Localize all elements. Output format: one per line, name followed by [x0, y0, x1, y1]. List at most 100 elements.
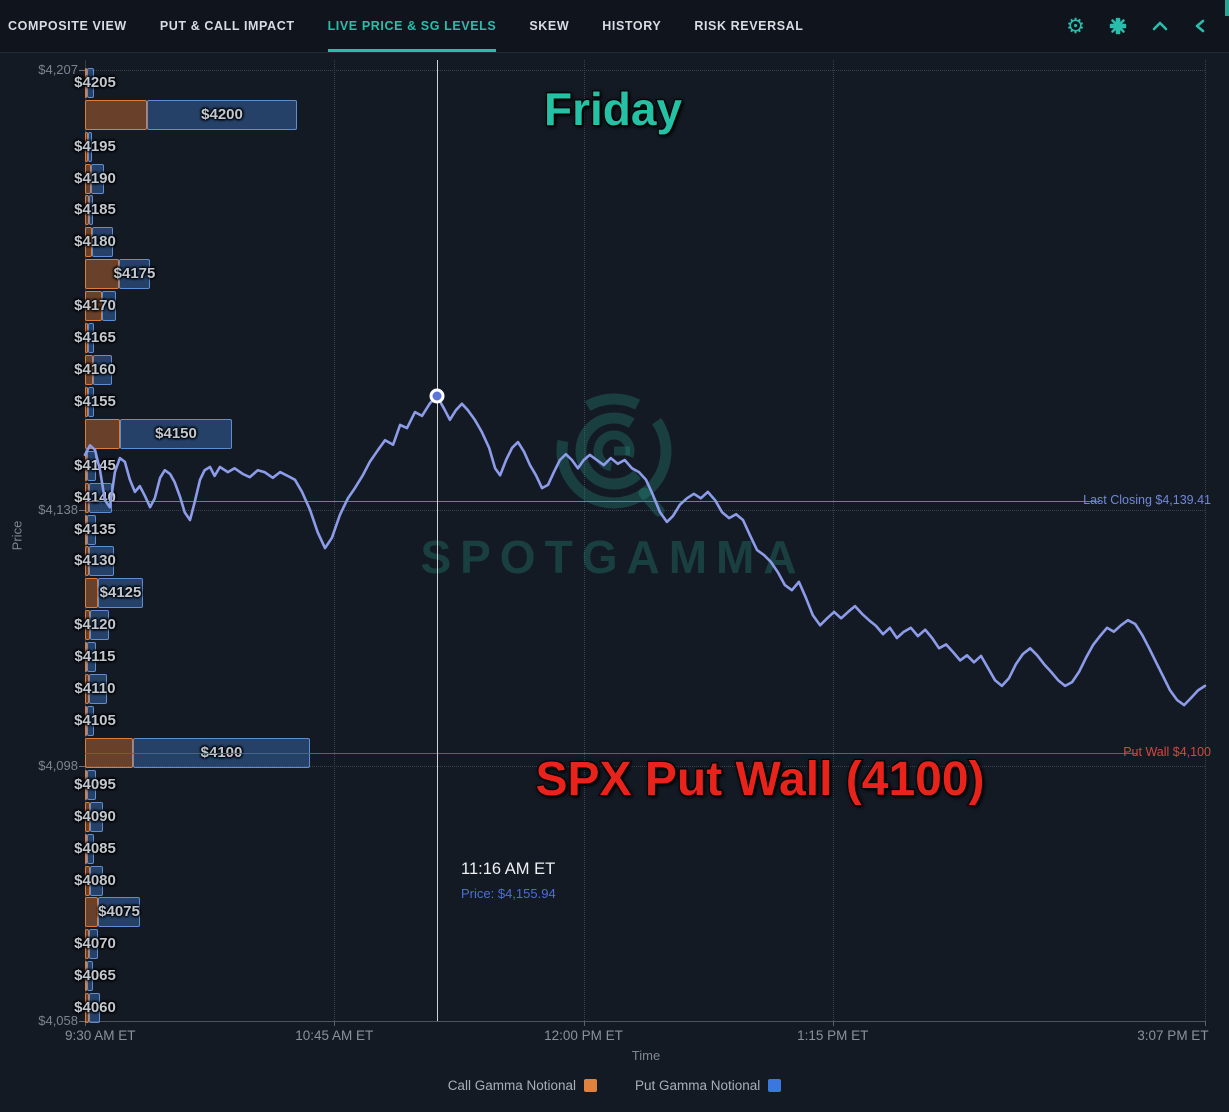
y-tick [79, 1021, 85, 1022]
hover-tooltip: 11:16 AM ET Price: $4,155.94 [461, 860, 556, 901]
y-tick [79, 70, 85, 71]
y-tick-label: $4,207 [38, 62, 78, 77]
x-tick [1205, 1021, 1206, 1026]
strike-label: $4175 [113, 265, 156, 283]
strike-label: $4160 [74, 360, 116, 378]
strike-label: $4190 [74, 169, 116, 187]
strike-label: $4080 [74, 871, 116, 889]
tooltip-price: Price: $4,155.94 [461, 886, 556, 901]
put-gamma-bar [93, 354, 112, 385]
tab-skew[interactable]: Skew [529, 19, 570, 33]
strike-label: $4070 [74, 935, 116, 953]
call-gamma-bar [85, 865, 90, 896]
tab-put-call-impact[interactable]: Put & Call Impact [159, 19, 295, 33]
put-gamma-bar [88, 323, 94, 354]
strike-label: $4195 [74, 137, 116, 155]
strike-label: $4165 [74, 329, 116, 347]
x-tick-label: 12:00 PM ET [544, 1028, 623, 1043]
tab-composite-view[interactable]: Composite View [8, 19, 127, 33]
spotgamma-logo-watermark [556, 393, 672, 517]
scrollbar-thumb[interactable] [1225, 0, 1229, 16]
settings-icon[interactable]: ⚙ [1066, 14, 1085, 38]
call-gamma-bar [85, 163, 91, 194]
spotgamma-watermark-text: SPOTGAMMA [420, 531, 806, 583]
strike-label: $4150 [155, 424, 197, 442]
legend-label-call-gamma: Call Gamma Notional [447, 1078, 576, 1093]
collapse-icon[interactable] [1109, 17, 1127, 35]
x-tick-label: 9:30 AM ET [65, 1028, 136, 1043]
strike-label: $4110 [74, 680, 116, 698]
call-gamma-bar [85, 897, 98, 928]
call-gamma-bar [85, 99, 147, 130]
put-gamma-bar [92, 227, 113, 258]
x-tick-label: 10:45 AM ET [295, 1028, 374, 1043]
x-gridline [832, 60, 834, 1021]
tooltip-time: 11:16 AM ET [461, 860, 556, 878]
x-tick [334, 1021, 336, 1026]
tab-history[interactable]: History [602, 19, 662, 33]
strike-label: $4125 [99, 584, 142, 602]
put-gamma-bar [119, 259, 150, 290]
put-wall-label: Put Wall $4,100 [1123, 744, 1211, 759]
x-tick-label: 1:15 PM ET [797, 1028, 869, 1043]
call-gamma-bar [85, 67, 87, 98]
put-gamma-bar [91, 163, 104, 194]
strike-label: $4085 [74, 839, 116, 857]
tab-live-price-sg-levels[interactable]: Live Price & SG Levels [327, 0, 497, 52]
y-tick-label: $4,098 [38, 757, 78, 773]
put-gamma-bar [89, 195, 93, 226]
spx-put-wall-annotation: SPX Put Wall (4100) [534, 752, 985, 807]
strike-label: $4105 [74, 712, 116, 730]
x-tick [583, 1021, 585, 1026]
friday-annotation: Friday [543, 82, 683, 136]
top-nav: Composite View Put & Call Impact Live Pr… [0, 0, 1229, 53]
strike-label: $4090 [74, 807, 116, 825]
strike-label: $4130 [74, 552, 116, 570]
strike-label: $4095 [74, 775, 116, 793]
strike-label: $4185 [74, 201, 116, 219]
strike-label: $4145 [74, 456, 116, 474]
crosshair-price-marker [429, 388, 445, 404]
call-gamma-bar [85, 323, 88, 354]
call-gamma-bar [85, 131, 88, 162]
put-gamma-bar [98, 897, 140, 928]
call-gamma-bar [85, 259, 119, 290]
legend-item-put-gamma[interactable]: Put Gamma Notional [634, 1078, 782, 1093]
tab-risk-reversal[interactable]: Risk Reversal [694, 19, 804, 33]
y-gridline [85, 70, 1205, 71]
x-gridline [334, 60, 336, 1021]
strike-label: $4155 [74, 392, 116, 410]
last-closing-label: Last Closing $4,139.41 [1083, 493, 1211, 508]
strike-label: $4065 [74, 967, 116, 985]
chevron-left-icon[interactable] [1193, 17, 1207, 35]
legend-label-put-gamma: Put Gamma Notional [634, 1078, 761, 1093]
call-gamma-bar [85, 769, 87, 800]
call-gamma-bar [85, 993, 89, 1024]
put-gamma-bar [89, 929, 98, 960]
strike-label: $4200 [201, 105, 243, 123]
strike-label: $4115 [74, 648, 116, 666]
put-gamma-bar [90, 865, 103, 896]
put-gamma-bar [102, 291, 116, 322]
strike-label: $4140 [74, 488, 116, 506]
call-gamma-bar [85, 418, 120, 449]
put-gamma-bar [147, 99, 297, 130]
put-gamma-bar [90, 801, 103, 832]
x-tick [85, 1021, 86, 1026]
put-gamma-swatch-icon [768, 1079, 782, 1092]
put-gamma-bar [89, 993, 100, 1024]
chevron-up-icon[interactable] [1151, 18, 1169, 34]
y-gridline [85, 765, 1205, 767]
chart-legend: Call Gamma Notional Put Gamma Notional [0, 1078, 1229, 1093]
call-gamma-bar [85, 706, 87, 737]
call-gamma-bar [85, 354, 93, 385]
crosshair-vertical-line [437, 60, 439, 1021]
legend-item-call-gamma[interactable]: Call Gamma Notional [448, 1078, 597, 1093]
y-gridline [85, 510, 1205, 512]
y-tick-label: $4,058 [38, 1013, 78, 1028]
x-gridline [1205, 60, 1206, 1021]
price-line [83, 394, 1207, 707]
strike-label: $4205 [74, 73, 116, 91]
